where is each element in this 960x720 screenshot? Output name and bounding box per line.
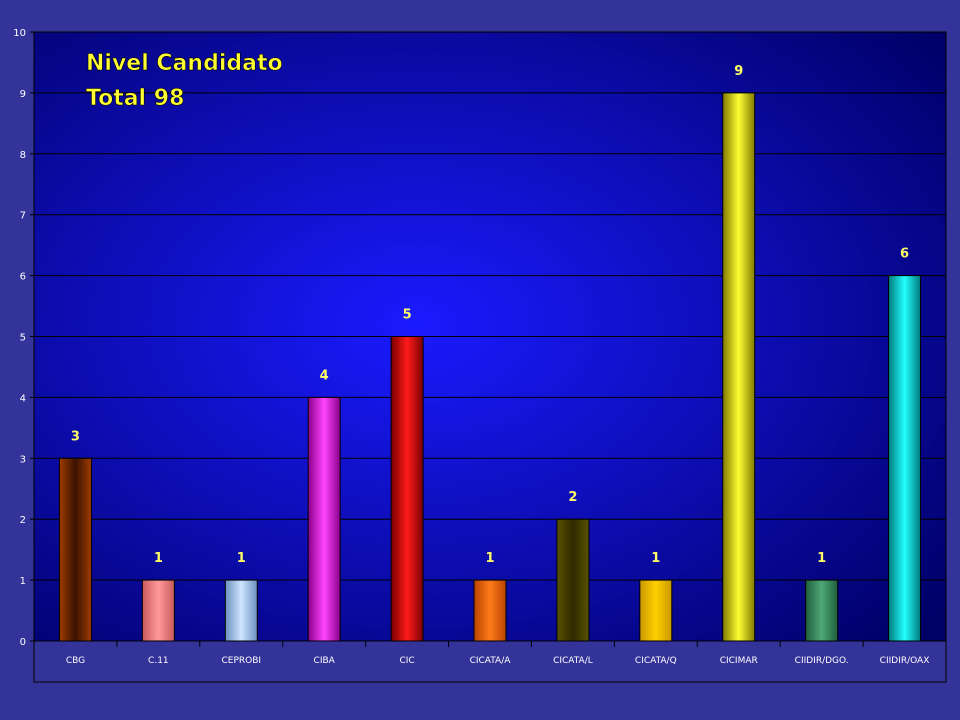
y-tick-label: 7 bbox=[20, 211, 26, 222]
y-axis: 0 1 2 3 4 5 6 7 8 9 10 bbox=[13, 28, 34, 648]
value-label: 1 bbox=[817, 551, 826, 566]
bar-cicata-q bbox=[639, 579, 673, 642]
x-axis-band bbox=[33, 640, 947, 683]
y-tick-label: 10 bbox=[13, 28, 26, 39]
value-label: 6 bbox=[900, 247, 909, 262]
bar-cicata-a bbox=[473, 579, 507, 642]
bar-ciidir-dgo bbox=[805, 579, 839, 642]
bar-cicata-l bbox=[556, 518, 590, 642]
x-axis: CBG C.11 CEPROBI CIBA CIC CICATA/A CICATA/L CIC… bbox=[33, 640, 947, 683]
value-label: 1 bbox=[237, 551, 246, 566]
x-tick-label: CEPROBI bbox=[221, 656, 261, 666]
x-tick-label: CICIMAR bbox=[720, 656, 758, 666]
x-tick-label: CIIDIR/OAX bbox=[880, 656, 930, 666]
bar-c-11 bbox=[141, 579, 175, 642]
x-tick-label: CBG bbox=[66, 656, 85, 666]
value-labels: 3 1 1 4 5 1 2 1 9 1 6 bbox=[71, 64, 909, 566]
y-tick-label: 3 bbox=[20, 454, 26, 465]
y-tick-label: 6 bbox=[20, 272, 26, 283]
bar-ceprobi bbox=[224, 579, 258, 642]
x-tick-label: CICATA/Q bbox=[635, 656, 677, 666]
y-tick-label: 9 bbox=[20, 89, 26, 100]
y-tick-label: 0 bbox=[20, 637, 26, 648]
x-tick-label: CIC bbox=[399, 656, 414, 666]
y-tick-label: 2 bbox=[20, 515, 26, 526]
bar-cicimar bbox=[722, 92, 756, 642]
bar-cbg bbox=[58, 457, 92, 642]
value-label: 2 bbox=[568, 490, 577, 505]
value-label: 1 bbox=[485, 551, 494, 566]
x-tick-label: CIBA bbox=[314, 656, 336, 666]
value-label: 3 bbox=[71, 429, 80, 444]
x-tick-label: CICATA/L bbox=[553, 656, 593, 666]
value-label: 9 bbox=[734, 64, 743, 79]
y-tick-label: 8 bbox=[20, 150, 26, 161]
chart-title: Nivel Candidato bbox=[86, 51, 283, 76]
value-label: 1 bbox=[651, 551, 660, 566]
x-tick-label: CIIDIR/DGO. bbox=[795, 656, 849, 666]
bar-ciidir-oax bbox=[888, 275, 922, 642]
bar-cic bbox=[390, 336, 424, 642]
y-tick-label: 1 bbox=[20, 576, 26, 587]
y-tick-label: 4 bbox=[20, 393, 26, 404]
value-label: 5 bbox=[403, 308, 412, 323]
x-tick-label: C.11 bbox=[148, 656, 169, 666]
x-tick-label: CICATA/A bbox=[470, 656, 512, 666]
value-label: 1 bbox=[154, 551, 163, 566]
y-tick-label: 5 bbox=[20, 333, 26, 344]
chart-subtitle: Total 98 bbox=[86, 86, 184, 111]
gridlines bbox=[34, 31, 946, 581]
value-label: 4 bbox=[320, 368, 329, 383]
bar-ciba bbox=[307, 396, 341, 642]
